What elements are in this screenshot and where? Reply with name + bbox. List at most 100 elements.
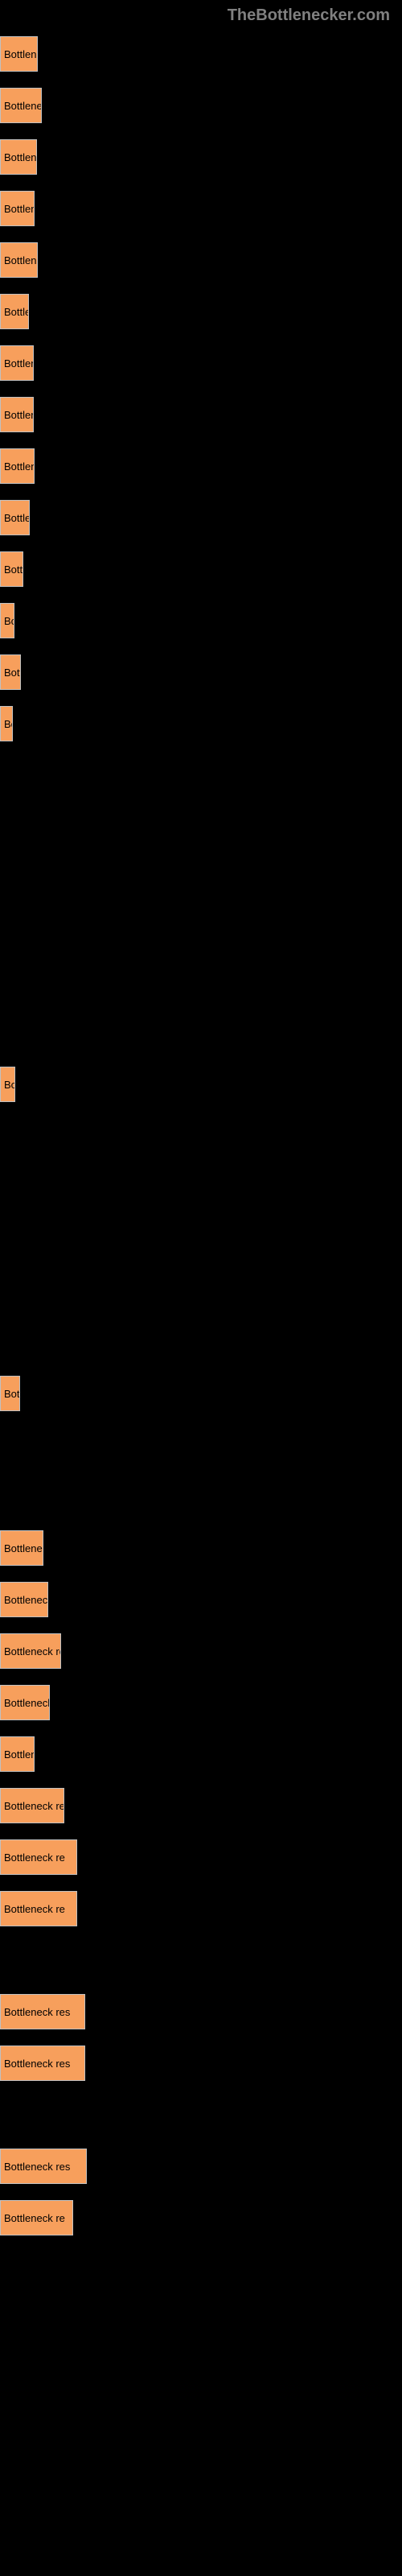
bar-label: Bottleneck result	[4, 615, 14, 627]
bar-row: Bottleneck result	[0, 1677, 402, 1728]
bar-row: Bottleneck result	[0, 28, 402, 80]
bar-row: Bottleneck result	[0, 698, 402, 749]
bar: Bottleneck result	[0, 603, 14, 638]
bar: Bottleneck result	[0, 191, 35, 226]
bar-row: Bottleneck result	[0, 1522, 402, 1574]
bar-chart: Bottleneck result Bottleneck result Bottle…	[0, 28, 402, 2244]
bar-row: Bottleneck re	[0, 2192, 402, 2244]
bar: Bottleneck result	[0, 242, 38, 278]
bar-row	[0, 1265, 402, 1316]
bar: Bottleneck re	[0, 1891, 77, 1926]
bar-row: Bottleneck result	[0, 131, 402, 183]
bar-row	[0, 852, 402, 904]
bar-label: Bottleneck result	[4, 1697, 50, 1709]
bar: Bottleneck result	[0, 1736, 35, 1772]
bar: Bottleneck res	[0, 2046, 85, 2081]
bar-row: Bottleneck result	[0, 1625, 402, 1677]
bar-label: Bottleneck result	[4, 667, 21, 679]
bar-row: Bottleneck result	[0, 1728, 402, 1780]
bar-label: Bottleneck result	[4, 460, 35, 473]
bar: Bottleneck result	[0, 1530, 43, 1566]
bar-row: Bottleneck result	[0, 595, 402, 646]
bar-label: Bottleneck result	[4, 254, 38, 266]
bar-row: Bottleneck result	[0, 646, 402, 698]
bar-label: Bottleneck re	[4, 2212, 65, 2224]
bar: Bottleneck res	[0, 1994, 85, 2029]
bar: Bottleneck res	[0, 2149, 87, 2184]
bar: Bottleneck result	[0, 345, 34, 381]
bar-label: Bottleneck result	[4, 357, 34, 369]
bar-label: Bottleneck result	[4, 512, 30, 524]
bar: Bottleneck result	[0, 654, 21, 690]
bar-row	[0, 749, 402, 801]
bar-row: Bottleneck result	[0, 1368, 402, 1419]
bar-row: Bottleneck result	[0, 286, 402, 337]
bar-row: Bottleneck res	[0, 2140, 402, 2192]
bar-row: Bottleneck result	[0, 492, 402, 543]
bar-label: Bottleneck result	[4, 1748, 35, 1761]
bar-label: Bottleneck result	[4, 564, 23, 576]
bar-row: Bottleneck result	[0, 80, 402, 131]
bar: Bottleneck re	[0, 2200, 73, 2235]
bar-row	[0, 904, 402, 956]
bar: Bottleneck result	[0, 1067, 15, 1102]
bar-row: Bottleneck result	[0, 1780, 402, 1831]
bar-label: Bottleneck result	[4, 409, 34, 421]
bar-row: Bottleneck res	[0, 2037, 402, 2089]
bar-row: Bottleneck result	[0, 1574, 402, 1625]
bar: Bottleneck result	[0, 706, 13, 741]
bar-label: Bottleneck result	[4, 306, 29, 318]
bar-row	[0, 2089, 402, 2140]
bar-row	[0, 1934, 402, 1986]
bar-label: Bottleneck result	[4, 48, 38, 60]
bar-row	[0, 1162, 402, 1213]
bar-row: Bottleneck result	[0, 543, 402, 595]
bar: Bottleneck result	[0, 294, 29, 329]
bar-label: Bottleneck re	[4, 1852, 65, 1864]
bar: Bottleneck result	[0, 1633, 61, 1669]
bar-label: Bottleneck result	[4, 1594, 48, 1606]
bar-label: Bottleneck result	[4, 100, 42, 112]
bar-row	[0, 1316, 402, 1368]
bar-row: Bottleneck result	[0, 183, 402, 234]
bar: Bottleneck result	[0, 551, 23, 587]
bar-row: Bottleneck result	[0, 1059, 402, 1110]
bar-row	[0, 1419, 402, 1471]
bar-row: Bottleneck result	[0, 389, 402, 440]
bar-row: Bottleneck result	[0, 337, 402, 389]
bar-row: Bottleneck result	[0, 234, 402, 286]
bar-label: Bottleneck result	[4, 1388, 20, 1400]
bar-row: Bottleneck re	[0, 1883, 402, 1934]
bar-label: Bottleneck result	[4, 151, 37, 163]
bar: Bottleneck result	[0, 139, 37, 175]
bar: Bottleneck result	[0, 36, 38, 72]
bar-label: Bottleneck res	[4, 2058, 70, 2070]
bar-label: Bottleneck result	[4, 203, 35, 215]
bar: Bottleneck result	[0, 1788, 64, 1823]
bar-row	[0, 1213, 402, 1265]
bar: Bottleneck result	[0, 1685, 50, 1720]
bar-label: Bottleneck result	[4, 1079, 15, 1091]
bar-label: Bottleneck res	[4, 2006, 70, 2018]
bar: Bottleneck result	[0, 88, 42, 123]
bar-row: Bottleneck res	[0, 1986, 402, 2037]
bar-row: Bottleneck result	[0, 440, 402, 492]
bar: Bottleneck result	[0, 1582, 48, 1617]
bar-label: Bottleneck result	[4, 718, 13, 730]
bar-label: Bottleneck re	[4, 1903, 65, 1915]
bar: Bottleneck result	[0, 500, 30, 535]
watermark-text: TheBottlenecker.com	[228, 6, 390, 25]
bar: Bottleneck result	[0, 1376, 20, 1411]
bar-label: Bottleneck result	[4, 1800, 64, 1812]
bar: Bottleneck re	[0, 1839, 77, 1875]
bar-row	[0, 956, 402, 1007]
bar-label: Bottleneck result	[4, 1542, 43, 1554]
bar-label: Bottleneck result	[4, 1645, 61, 1657]
bar: Bottleneck result	[0, 448, 35, 484]
bar: Bottleneck result	[0, 397, 34, 432]
bar-row: Bottleneck re	[0, 1831, 402, 1883]
bar-label: Bottleneck res	[4, 2161, 70, 2173]
bar-row	[0, 801, 402, 852]
bar-row	[0, 1471, 402, 1522]
bar-row	[0, 1110, 402, 1162]
